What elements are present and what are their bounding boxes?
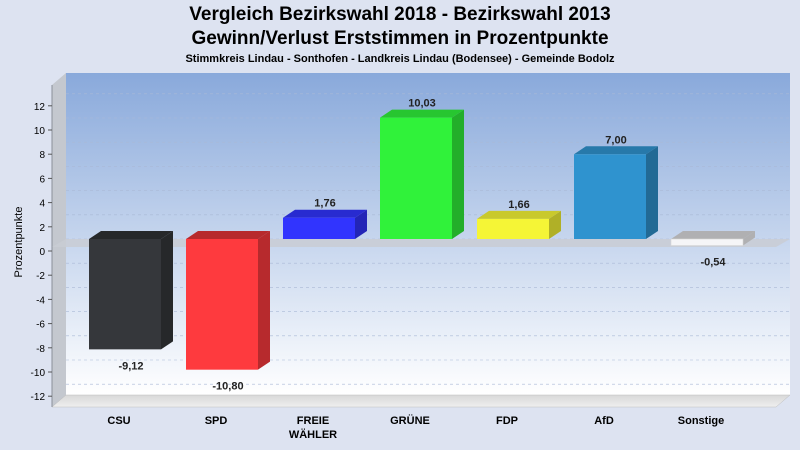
bar-side (452, 109, 464, 240)
y-tick-label: -6 (36, 320, 45, 331)
y-tick-label: -10 (31, 368, 46, 379)
plot-side-wall (52, 73, 66, 407)
bar (477, 218, 549, 239)
y-tick-label: -12 (31, 392, 46, 403)
bar-side (355, 209, 367, 239)
data-label: 1,76 (314, 198, 335, 210)
category-label: FREIE (297, 415, 329, 427)
bar-2 (283, 209, 367, 239)
bar (574, 154, 646, 239)
y-axis-label: Prozentpunkte (13, 207, 25, 278)
category-label: WÄHLER (289, 428, 337, 441)
category-label: FDP (496, 415, 518, 427)
bar-0 (89, 231, 173, 350)
category-label: CSU (107, 415, 130, 427)
data-label: 10,03 (408, 98, 436, 110)
y-tick-label: 2 (39, 223, 45, 234)
bar-top (477, 210, 561, 219)
bar-top (186, 231, 270, 239)
chart-subtitle: Stimmkreis Lindau - Sonthofen - Landkrei… (185, 53, 615, 65)
bar (380, 117, 452, 239)
bar-side (646, 146, 658, 239)
bar-side (549, 210, 561, 239)
bar (186, 239, 258, 370)
bar-top (89, 231, 173, 239)
bar-side (743, 231, 755, 246)
bar-top (283, 209, 367, 218)
data-label: -0,54 (700, 257, 726, 269)
y-tick-label: -4 (36, 295, 45, 306)
bar-top (574, 146, 658, 155)
y-tick-label: 10 (34, 126, 46, 137)
y-tick-label: -8 (36, 344, 45, 355)
y-tick-label: 12 (34, 102, 46, 113)
data-label: -10,80 (212, 381, 243, 393)
bar-6 (670, 231, 755, 246)
y-tick-label: -2 (36, 271, 45, 282)
bar-top (671, 231, 755, 239)
bar (670, 238, 744, 246)
bar-1 (186, 231, 270, 370)
bar-4 (477, 210, 561, 239)
bar (283, 217, 355, 239)
category-label: Sonstige (678, 415, 724, 427)
category-label: AfD (594, 415, 614, 427)
bar-5 (574, 146, 658, 239)
plot-floor (51, 394, 791, 408)
y-tick-label: 0 (39, 247, 45, 258)
y-tick-label: 8 (39, 150, 45, 161)
y-tick-label: 4 (39, 199, 45, 210)
data-label: -9,12 (118, 360, 143, 372)
bar-3 (380, 109, 464, 240)
bar (89, 239, 161, 350)
data-label: 1,66 (508, 199, 529, 211)
bar-side (258, 231, 270, 370)
category-label: SPD (205, 415, 228, 427)
bar-top (380, 109, 464, 118)
chart-title-line1: Vergleich Bezirkswahl 2018 - Bezirkswahl… (189, 4, 611, 25)
category-label: GRÜNE (390, 414, 430, 427)
bar-side (161, 231, 173, 350)
data-label: 7,00 (605, 134, 626, 146)
y-tick-label: 6 (39, 174, 45, 185)
chart-title-line2: Gewinn/Verlust Erststimmen in Prozentpun… (191, 28, 609, 49)
